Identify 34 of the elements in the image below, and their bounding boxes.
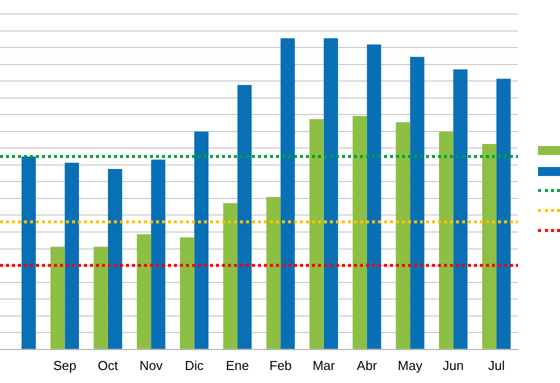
x-tick-label: Jun [442, 358, 464, 373]
bar [280, 38, 295, 349]
x-tick-label: May [398, 358, 423, 373]
bar [266, 196, 281, 349]
bar [366, 44, 382, 349]
x-tick-label: Abr [356, 358, 378, 373]
bar [482, 144, 496, 349]
bar [94, 246, 108, 349]
bar [50, 246, 65, 349]
x-tick-label: Nov [140, 358, 164, 373]
bar [237, 84, 252, 349]
bar [496, 78, 511, 349]
bar [310, 119, 324, 349]
bar [223, 203, 238, 349]
bar [22, 156, 36, 349]
bar [439, 132, 454, 349]
bar [180, 237, 194, 349]
bar [352, 116, 367, 349]
x-tick-label: Oct [98, 358, 118, 373]
bar [453, 69, 468, 349]
bar [396, 122, 410, 349]
x-tick-label: Mar [312, 358, 336, 373]
bar [151, 160, 166, 349]
bar [194, 132, 208, 349]
x-tick-label: Jul [488, 358, 505, 373]
bar [136, 234, 152, 349]
x-tick-label: Feb [269, 358, 292, 373]
x-tick-label: Ene [226, 358, 249, 373]
bar [324, 38, 338, 349]
bar [64, 162, 79, 349]
x-tick-label: Sep [53, 358, 76, 373]
x-tick-label: Dic [184, 358, 204, 373]
bar [108, 168, 122, 349]
bar [410, 56, 424, 349]
